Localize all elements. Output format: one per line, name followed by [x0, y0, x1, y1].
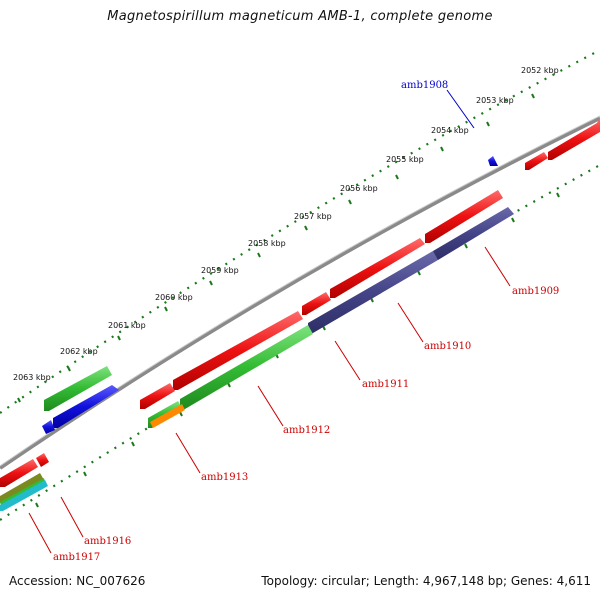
gene-feature-blue[interactable]	[53, 385, 119, 428]
tick-label: 2062 kbp	[60, 347, 98, 356]
tick-label: 2063 kbp	[13, 373, 51, 382]
tick-label: 2053 kbp	[476, 96, 514, 105]
gene-feature-amb1912[interactable]	[180, 325, 313, 409]
gene-feature-red[interactable]	[0, 459, 38, 487]
gene-label-amb1912[interactable]: amb1912	[283, 425, 330, 436]
gene-feature-blue[interactable]	[42, 420, 55, 434]
tick-label: 2061 kbp	[108, 321, 146, 330]
gene-label-amb1909[interactable]: amb1909	[512, 286, 559, 297]
genome-summary: Topology: circular; Length: 4,967,148 bp…	[261, 574, 591, 588]
gene-feature-red[interactable]	[330, 238, 425, 298]
gene-labels: amb1908 amb1909 amb1910 amb1911 amb1912 …	[53, 80, 559, 563]
gene-feature-red[interactable]	[548, 118, 600, 160]
gene-label-amb1908[interactable]: amb1908	[401, 80, 448, 91]
label-leaders	[28, 89, 511, 554]
gene-feature-green[interactable]	[44, 366, 112, 411]
tick-label: 2052 kbp	[521, 66, 559, 75]
gene-feature-amb1917[interactable]	[0, 480, 48, 511]
gene-feature-red[interactable]	[36, 453, 49, 467]
gene-feature-red[interactable]	[525, 152, 548, 170]
genome-backbone	[0, 116, 600, 470]
gene-label-amb1911[interactable]: amb1911	[362, 379, 409, 390]
gene-feature-red[interactable]	[173, 311, 303, 390]
gene-feature-amb1910[interactable]	[308, 251, 438, 333]
accession-label: Accession: NC_007626	[9, 574, 146, 588]
tick-labels: 2052 kbp 2053 kbp 2054 kbp 2055 kbp 2056…	[13, 66, 559, 382]
tick-label: 2057 kbp	[294, 212, 332, 221]
gene-feature-amb1908[interactable]	[488, 156, 498, 166]
gene-feature-amb1913[interactable]	[150, 404, 185, 428]
gene-feature-red[interactable]	[425, 190, 503, 243]
gene-feature-red[interactable]	[140, 383, 175, 409]
tick-label: 2056 kbp	[340, 184, 378, 193]
tick-label: 2054 kbp	[431, 126, 469, 135]
outer-major-ticks	[17, 93, 535, 403]
gene-label-amb1916[interactable]: amb1916	[84, 536, 131, 547]
tick-label: 2060 kbp	[155, 293, 193, 302]
tick-label: 2059 kbp	[201, 266, 239, 275]
gene-feature-amb1909[interactable]	[433, 207, 514, 260]
gene-label-amb1910[interactable]: amb1910	[424, 341, 471, 352]
map-title: Magnetospirillum magneticum AMB-1, compl…	[107, 9, 493, 24]
gene-label-amb1913[interactable]: amb1913	[201, 472, 248, 483]
tick-label: 2055 kbp	[386, 155, 424, 164]
inner-major-ticks	[35, 192, 560, 508]
gene-feature-red[interactable]	[302, 292, 331, 315]
gene-label-amb1917[interactable]: amb1917	[53, 552, 100, 563]
tick-label: 2058 kbp	[248, 239, 286, 248]
